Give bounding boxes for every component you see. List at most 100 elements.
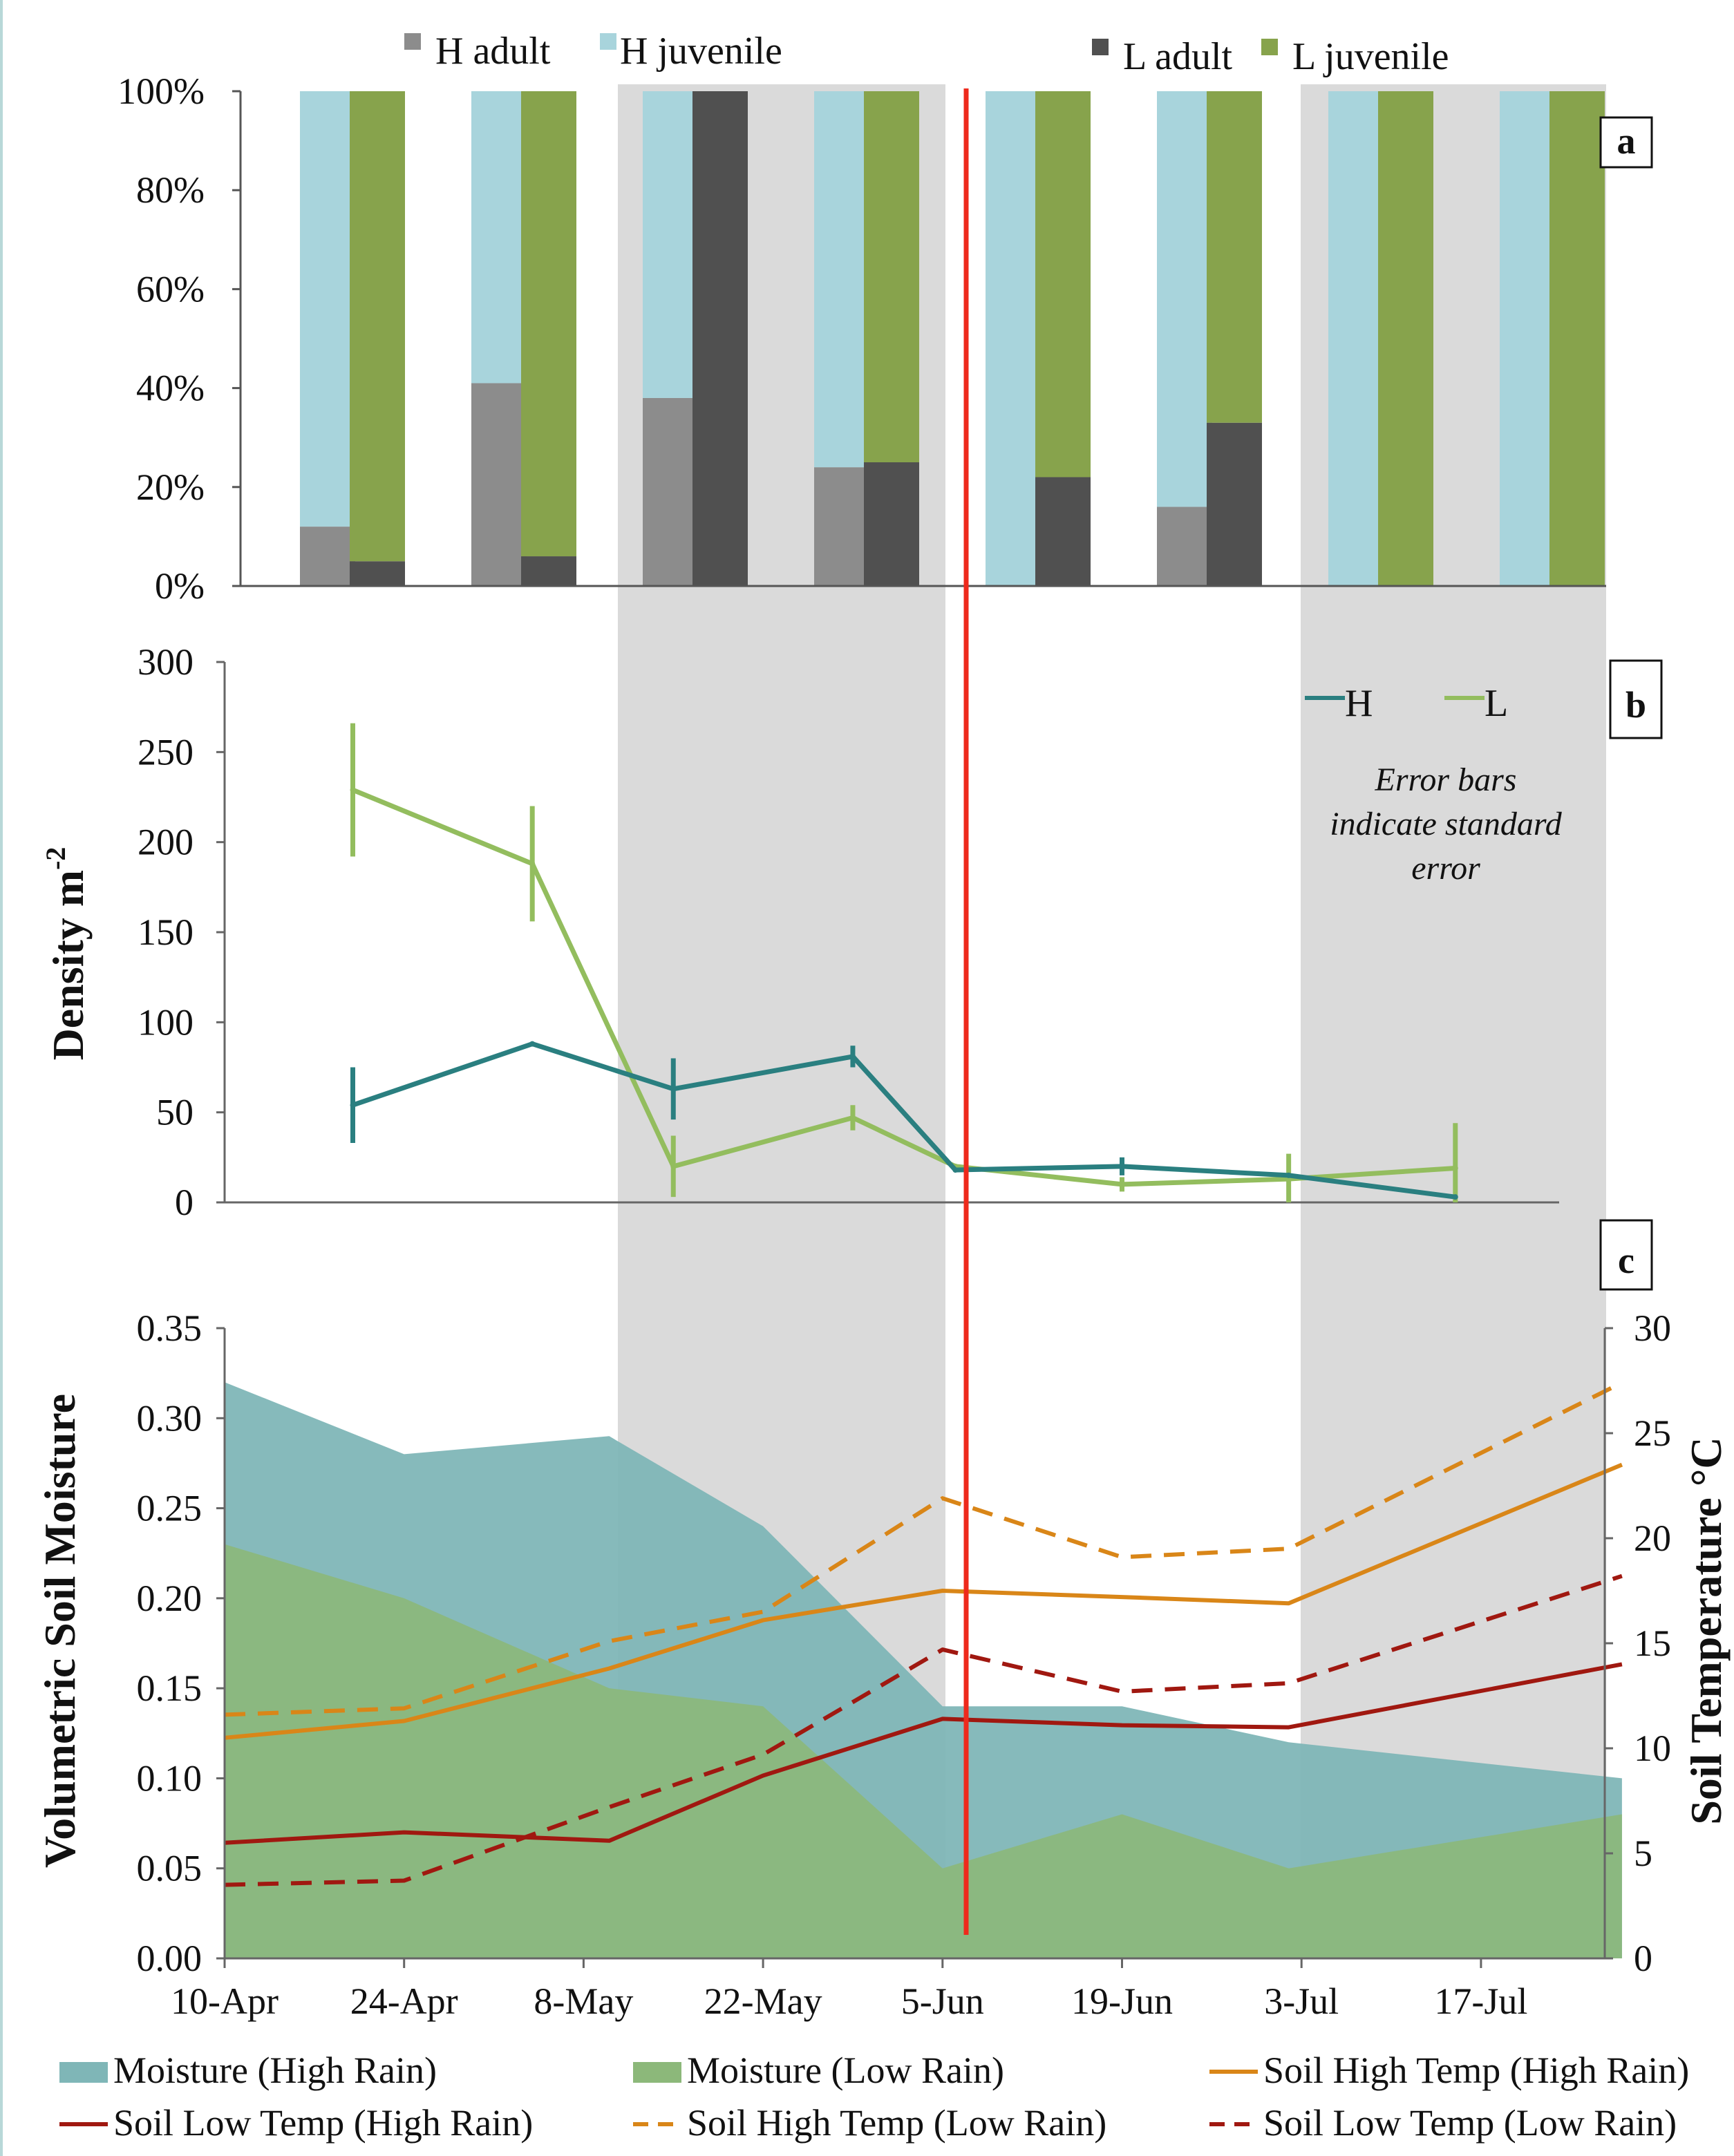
panel-a-ytick-label: 100% — [117, 70, 205, 112]
panel-c-ytick-left-label: 0.20 — [137, 1578, 202, 1619]
data-point-h — [952, 1167, 959, 1173]
panel-c-ytick-left-label: 0.25 — [137, 1488, 202, 1529]
bar-l-adult — [1035, 477, 1091, 586]
legend-label-l-juvenile: L juvenile — [1292, 35, 1449, 78]
panel-c-ytick-right-label: 15 — [1634, 1623, 1671, 1664]
error-bar-note-line-3: error — [1411, 850, 1480, 887]
panel-c-ytick-right-label: 5 — [1634, 1833, 1652, 1874]
legend-moisture-low-rain-label: Moisture (Low Rain) — [687, 2050, 1004, 2091]
panel-a-stacked-bars: 0% 20% 40% 60% 80% 100% H adult H juvenile L … — [117, 30, 1653, 607]
legend-label-h-juvenile: H juvenile — [620, 30, 782, 73]
panel-c-ytick-left-label: 0.30 — [137, 1397, 202, 1439]
bar-l-juvenile — [1549, 91, 1605, 586]
panel-c-ytick-left-label: 0.15 — [137, 1667, 202, 1709]
bar-l-adult — [521, 556, 576, 586]
bar-h-juvenile — [300, 91, 355, 527]
panel-b-ytick-label: 50 — [156, 1092, 194, 1133]
legend-soil-low-temp-high-rain-label: Soil Low Temp (High Rain) — [113, 2102, 533, 2144]
left-edge-border — [0, 0, 3, 2156]
panel-a-legend: H adult H juvenile L adult L juvenile — [404, 30, 1449, 78]
panel-a-label-box — [1599, 116, 1653, 169]
panel-a-ytick-label: 60% — [136, 268, 205, 310]
line-soil-high-temp-high-rain — [224, 1462, 1623, 1740]
panel-b-ytick-label: 0 — [175, 1182, 194, 1223]
data-point-h — [1452, 1194, 1458, 1200]
legend-swatch-h-adult — [404, 33, 421, 50]
panel-c-xtick-label: 3-Jul — [1264, 1980, 1339, 2022]
legend-label-l: L — [1485, 682, 1508, 725]
panel-a-ytick-label: 40% — [136, 368, 205, 409]
bar-l-adult — [1207, 422, 1262, 586]
panel-b-density-lines: 0 50 100 150 200 250 300 Density m-2 H L Error… — [40, 641, 1663, 1223]
panel-b-label-box — [1609, 659, 1663, 739]
legend-soil-high-temp-low-rain-label: Soil High Temp (Low Rain) — [687, 2102, 1106, 2144]
bar-l-juvenile — [1207, 91, 1262, 423]
legend-soil-low-temp-low-rain-label: Soil Low Temp (Low Rain) — [1263, 2102, 1677, 2144]
panel-c-ytick-left-label: 0.05 — [137, 1848, 202, 1889]
bar-h-juvenile — [643, 91, 698, 398]
bar-h-juvenile — [1157, 91, 1212, 507]
legend-swatch-l-juvenile — [1261, 39, 1278, 55]
legend-label-h-adult: H adult — [435, 30, 551, 73]
bar-h-juvenile — [471, 91, 527, 384]
data-point-h — [529, 1041, 536, 1047]
panel-b-ytick-label: 100 — [138, 1001, 194, 1043]
panel-a-ytick-label: 20% — [136, 466, 205, 508]
panel-c-xtick-label: 22-May — [704, 1980, 822, 2022]
bar-h-juvenile — [986, 91, 1041, 586]
panel-b-ytick-label: 150 — [138, 911, 194, 953]
bar-h-adult — [814, 467, 869, 586]
panel-c-label-box — [1599, 1219, 1653, 1291]
bar-h-juvenile — [1500, 91, 1555, 586]
panel-c-ytick-right-label: 10 — [1634, 1728, 1671, 1769]
panel-c-label: c — [1618, 1240, 1634, 1281]
legend-moisture-low-rain-swatch — [633, 2062, 681, 2083]
panel-b-ytick-label: 300 — [138, 641, 194, 683]
legend-soil-high-temp-high-rain-label: Soil High Temp (High Rain) — [1263, 2050, 1689, 2091]
panel-c-ytick-left-label: 0.00 — [137, 1938, 202, 1979]
panel-c-xtick-label: 10-Apr — [171, 1980, 279, 2022]
panel-b-label: b — [1625, 684, 1646, 726]
bar-h-adult — [471, 383, 527, 586]
bar-h-adult — [300, 527, 355, 586]
bar-l-juvenile — [1378, 91, 1433, 586]
line-soil-low-temp-low-rain — [224, 1573, 1623, 1887]
panel-c-ytick-right-label: 20 — [1634, 1517, 1671, 1559]
panel-a-ytick-label: 0% — [155, 565, 205, 607]
area-moisture-low-rain — [225, 1544, 1622, 1958]
line-soil-low-temp-high-rain — [224, 1662, 1623, 1845]
panel-b-ytick-label: 200 — [138, 822, 194, 863]
legend-label-h: H — [1345, 682, 1373, 725]
panel-c-xtick-label: 5-Jun — [901, 1980, 984, 2022]
bar-l-adult — [692, 91, 748, 586]
legend-swatch-h-juvenile — [600, 33, 616, 50]
panel-c-ytick-left-label: 0.10 — [137, 1757, 202, 1799]
error-bar-note: Error bars indicate standard error — [1330, 762, 1563, 887]
panel-c-soil-moisture-temperature: 0.00 0.05 0.10 0.15 0.20 0.25 0.30 0.35 0 5 10 15 20… — [35, 1219, 1731, 2144]
panel-a-label: a — [1617, 120, 1636, 162]
legend-label-l-adult: L adult — [1123, 35, 1233, 78]
bar-l-adult — [350, 561, 405, 586]
series-line-l — [352, 787, 1456, 1187]
panel-c-xtick-label: 17-Jul — [1434, 1980, 1527, 2022]
error-bar-note-line-2: indicate standard — [1330, 806, 1563, 842]
bar-l-juvenile — [521, 91, 576, 557]
legend-swatch-l-adult — [1092, 39, 1109, 55]
panel-c-ytick-right-label: 0 — [1634, 1938, 1652, 1979]
panel-a-ytick-label: 80% — [136, 169, 205, 211]
bar-h-juvenile — [1328, 91, 1384, 586]
panel-b-legend: H L — [1305, 682, 1508, 725]
series-line-h — [352, 1041, 1456, 1200]
panel-c-ytick-left-label: 0.35 — [137, 1307, 202, 1349]
bar-h-adult — [643, 397, 698, 586]
panel-c-legend: Moisture (High Rain) Moisture (Low Rain) S… — [59, 2050, 1689, 2144]
error-bar-note-line-1: Error bars — [1375, 762, 1517, 798]
panel-c-ytick-right-label: 25 — [1634, 1412, 1671, 1454]
legend-moisture-high-rain-swatch — [59, 2062, 108, 2083]
bar-l-adult — [864, 462, 919, 586]
bar-l-juvenile — [350, 91, 405, 562]
panel-c-ylabel-left: Volumetric Soil Moisture — [35, 1394, 84, 1868]
panel-c-xtick-label: 19-Jun — [1071, 1980, 1173, 2022]
bar-l-juvenile — [1035, 91, 1091, 477]
